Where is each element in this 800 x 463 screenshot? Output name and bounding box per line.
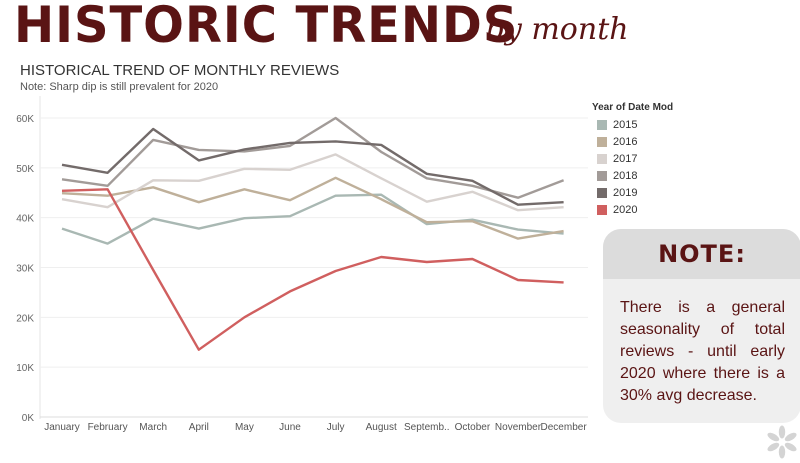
x-tick-label: May bbox=[235, 422, 254, 433]
x-tick-label: February bbox=[88, 422, 128, 433]
chart-title: HISTORICAL TREND OF MONTHLY REVIEWS bbox=[20, 62, 340, 79]
x-tick-label: January bbox=[44, 422, 80, 433]
x-tick-label: December bbox=[541, 422, 588, 433]
x-tick-label: April bbox=[189, 422, 209, 433]
legend-label: 2018 bbox=[613, 170, 638, 182]
legend-label: 2019 bbox=[613, 187, 638, 199]
x-tick-label: July bbox=[327, 422, 345, 433]
legend-item-2015[interactable]: 2015 bbox=[592, 117, 712, 133]
y-tick-label: 20K bbox=[16, 313, 34, 324]
legend-swatch bbox=[597, 205, 607, 215]
x-tick-label: Septemb.. bbox=[404, 422, 450, 433]
y-tick-label: 0K bbox=[22, 413, 35, 424]
legend-swatch bbox=[597, 171, 607, 181]
series-line-2018[interactable] bbox=[61, 116, 565, 199]
series-line-2016[interactable] bbox=[61, 176, 564, 240]
x-tick-label: June bbox=[279, 422, 301, 433]
page-title: HISTORIC TRENDS bbox=[14, 0, 519, 54]
y-tick-label: 40K bbox=[16, 214, 34, 225]
series-line-2020[interactable] bbox=[61, 188, 564, 351]
series-line-2015[interactable] bbox=[61, 193, 564, 245]
legend-label: 2016 bbox=[613, 136, 638, 148]
legend-swatch bbox=[597, 188, 607, 198]
legend-swatch bbox=[597, 154, 607, 164]
legend-label: 2017 bbox=[613, 153, 638, 165]
legend-label: 2015 bbox=[613, 119, 638, 131]
legend-item-2020[interactable]: 2020 bbox=[592, 202, 712, 218]
y-tick-label: 50K bbox=[16, 164, 34, 175]
legend: Year of Date Mod 2015 2016 2017 2018 2019 202… bbox=[592, 102, 712, 219]
y-tick-label: 10K bbox=[16, 363, 34, 374]
legend-item-2017[interactable]: 2017 bbox=[592, 151, 712, 167]
legend-title: Year of Date Mod bbox=[592, 102, 674, 113]
legend-swatch bbox=[597, 120, 607, 130]
pinwheel-logo-icon bbox=[767, 425, 797, 459]
x-tick-label: November bbox=[495, 422, 542, 433]
legend-item-2019[interactable]: 2019 bbox=[592, 185, 712, 201]
y-tick-label: 60K bbox=[16, 114, 34, 125]
page-subtitle: - by month bbox=[466, 12, 629, 47]
legend-item-2016[interactable]: 2016 bbox=[592, 134, 712, 150]
note-heading: NOTE: bbox=[603, 229, 800, 279]
legend-swatch bbox=[597, 137, 607, 147]
x-tick-label: March bbox=[139, 422, 167, 433]
series-line-2019[interactable] bbox=[61, 127, 564, 206]
note-card: NOTE: There is a general seasonality of … bbox=[603, 229, 800, 423]
legend-label: 2020 bbox=[613, 204, 638, 216]
y-tick-label: 30K bbox=[16, 264, 34, 275]
note-body: There is a general seasonality of total … bbox=[620, 299, 785, 404]
x-tick-label: August bbox=[366, 422, 397, 433]
chart-note: Note: Sharp dip is still prevalent for 2… bbox=[20, 81, 219, 93]
legend-item-2018[interactable]: 2018 bbox=[592, 168, 712, 184]
legend-items: 2015 2016 2017 2018 2019 2020 bbox=[592, 117, 712, 218]
series-line-2017[interactable] bbox=[61, 153, 564, 212]
x-tick-label: October bbox=[455, 422, 491, 433]
